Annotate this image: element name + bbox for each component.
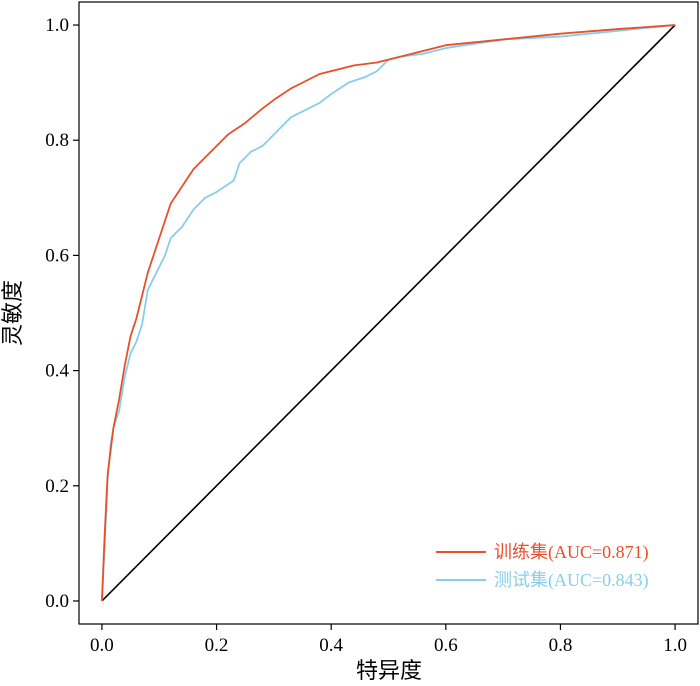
series-line-0 bbox=[101, 24, 676, 601]
legend-label-0: 训练集(AUC=0.871) bbox=[494, 542, 649, 563]
y-tick-label: 0.2 bbox=[45, 476, 69, 497]
legend: 训练集(AUC=0.871) 测试集(AUC=0.843) bbox=[436, 542, 649, 591]
x-tick-label: 0.2 bbox=[205, 635, 229, 656]
x-tick-label: 0.0 bbox=[90, 635, 114, 656]
legend-label-1: 测试集(AUC=0.843) bbox=[494, 570, 649, 591]
y-tick-label: 1.0 bbox=[45, 15, 69, 36]
y-axis-title: 灵敏度 bbox=[1, 280, 26, 346]
plot-area bbox=[101, 24, 676, 602]
y-tick-label: 0.0 bbox=[45, 591, 69, 612]
x-tick-label: 0.6 bbox=[434, 635, 458, 656]
plot-frame bbox=[78, 1, 699, 625]
series-layer bbox=[101, 24, 676, 602]
x-axis-title: 特异度 bbox=[356, 659, 422, 684]
x-tick-label: 1.0 bbox=[663, 635, 687, 656]
y-tick-label: 0.6 bbox=[45, 245, 69, 266]
x-tick-label: 0.4 bbox=[319, 635, 343, 656]
y-tick-label: 0.4 bbox=[45, 361, 69, 382]
x-tick-label: 0.8 bbox=[549, 635, 573, 656]
y-tick-label: 0.8 bbox=[45, 130, 69, 151]
reference-diagonal-line bbox=[101, 24, 676, 602]
ticks-layer: 0.0 0.2 0.4 0.6 0.8 1.0 0.0 0.2 0.4 0.6 0.8 1.0 bbox=[45, 15, 687, 656]
